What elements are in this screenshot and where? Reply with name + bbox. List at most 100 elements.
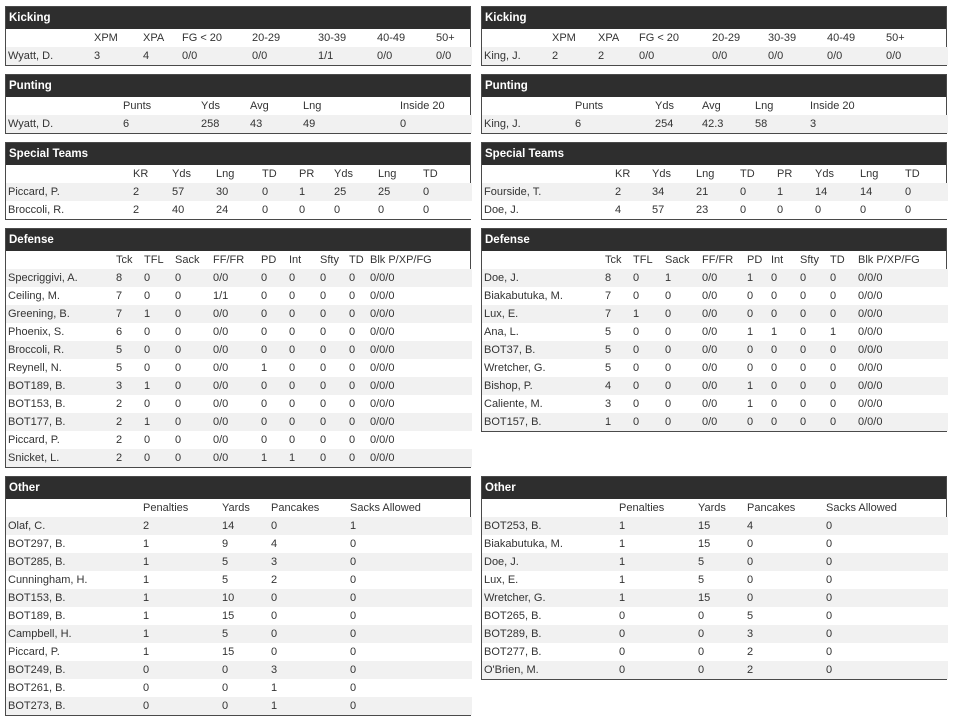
column-header: Blk P/XP/FG [858,254,920,266]
stat-cell: 0 [347,287,368,305]
column-header: 40-49 [827,32,856,44]
stat-cell: 57 [170,183,214,201]
player-name: BOT285, B. [6,553,141,571]
stat-cell: 0 [318,287,347,305]
player-name: BOT289, B. [482,625,617,643]
stat-cell: 4 [269,535,348,553]
table-row: Lux, E. 1 5 0 0 [482,571,948,589]
stat-cell: 0 [775,201,813,219]
stat-cell: 0 [347,431,368,449]
stat-cell: 3 [745,625,824,643]
stat-cell: 1 [631,305,663,323]
stat-cell: 0 [318,413,347,431]
stat-cell: 0 [347,449,368,467]
table-row: BOT265, B. 0 0 5 0 [482,607,948,625]
player-name: BOT277, B. [482,643,617,661]
column-header: Yds [334,168,353,180]
player-name: Campbell, H. [6,625,141,643]
stat-cell: 0 [663,341,700,359]
player-name: BOT249, B. [6,661,141,679]
stat-cell: 0 [220,679,269,697]
stat-cell: 25 [376,183,421,201]
stat-cell: 0 [287,341,318,359]
stat-cell: 0/0/0 [856,341,948,359]
stat-cell: 0 [769,341,798,359]
stat-cell: 0 [798,359,828,377]
column-header: Lng [860,168,879,180]
player-name: Caliente, M. [482,395,603,413]
column-header: Int [771,254,784,266]
stat-cell: 0 [287,359,318,377]
stat-cell: 0 [631,287,663,305]
stat-cell: 0 [142,359,173,377]
column-header: PR [777,168,793,180]
stat-cell: 1 [603,413,631,431]
stat-cell: 0 [173,449,211,467]
stat-cell: 30 [214,183,260,201]
stat-cell: 0 [617,607,696,625]
stat-cell: 0/0/0 [856,395,948,413]
stat-cell: 0 [663,395,700,413]
table-row: BOT189, B. 3 1 0 0/0 0 0 0 0 0/0/0 [6,377,472,395]
stat-cell: 0 [631,377,663,395]
table-row: BOT153, B. 1 10 0 0 [6,589,472,607]
stat-cell: 1 [745,323,769,341]
column-header: PD [747,254,763,266]
kicking-table: XPM XPA FG < 20 20-29 30-39 40-49 50+ Wyatt, D.… [6,29,472,65]
stat-cell: 1 [259,359,287,377]
column-header: 50+ [436,32,455,44]
stat-cell: 4 [141,47,180,65]
player-name: Lux, E. [482,571,617,589]
column-header: XPM [94,32,118,44]
stat-cell: 0 [421,201,472,219]
special-teams-table: KR Yds Lng TD PR Yds Lng TD Piccard, P. 2 57 30 0 1 25… [6,165,472,219]
table-row: Cunningham, H. 1 5 2 0 [6,571,472,589]
stat-cell: 1 [663,269,700,287]
player-name: BOT261, B. [6,679,141,697]
stat-cell: 0/0 [375,47,434,65]
column-header: 20-29 [252,32,281,44]
table-row: Wretcher, G. 1 15 0 0 [482,589,948,607]
stat-cell: 6 [573,115,653,133]
table-row: Caliente, M. 3 0 0 0/0 1 0 0 0 0/0/0 [482,395,948,413]
stat-cell: 0/0 [766,47,825,65]
stat-cell: 0 [824,625,948,643]
stat-cell: 0 [142,323,173,341]
column-header: Tck [605,254,622,266]
stat-cell: 2 [596,47,637,65]
stat-cell: 0 [348,625,472,643]
stat-cell: 5 [114,359,142,377]
player-name: Piccard, P. [6,183,131,201]
player-name: Piccard, P. [6,643,141,661]
player-name: Fourside, T. [482,183,613,201]
stat-cell: 1 [617,517,696,535]
stat-cell: 0 [318,431,347,449]
stat-cell: 0 [745,359,769,377]
stat-cell: 0 [631,359,663,377]
stat-cell: 1 [775,183,813,201]
column-header: TD [349,254,364,266]
stat-cell: 0/0/0 [368,341,472,359]
stat-cell: 0 [269,625,348,643]
stat-cell: 7 [603,287,631,305]
stat-cell: 0 [348,571,472,589]
stat-cell: 0 [141,697,220,715]
stat-cell: 0/0/0 [368,395,472,413]
header-row: Penalties Yards Pancakes Sacks Allowed [482,499,948,517]
stat-cell: 0 [769,305,798,323]
column-header: Yds [655,100,674,112]
stat-cell: 0 [663,305,700,323]
player-name: BOT265, B. [482,607,617,625]
stat-cell: 1 [617,589,696,607]
table-row: Piccard, P. 2 57 30 0 1 25 25 0 [6,183,472,201]
stat-cell: 0 [318,395,347,413]
stat-cell: 1 [142,305,173,323]
stat-cell: 1 [348,517,472,535]
column-header: Avg [702,100,721,112]
header-row: KR Yds Lng TD PR Yds Lng TD [482,165,948,183]
column-header: Yds [815,168,834,180]
stat-cell: 0/0 [825,47,884,65]
table-row: BOT261, B. 0 0 1 0 [6,679,472,697]
stat-cell: 1 [617,535,696,553]
stat-cell: 5 [696,553,745,571]
